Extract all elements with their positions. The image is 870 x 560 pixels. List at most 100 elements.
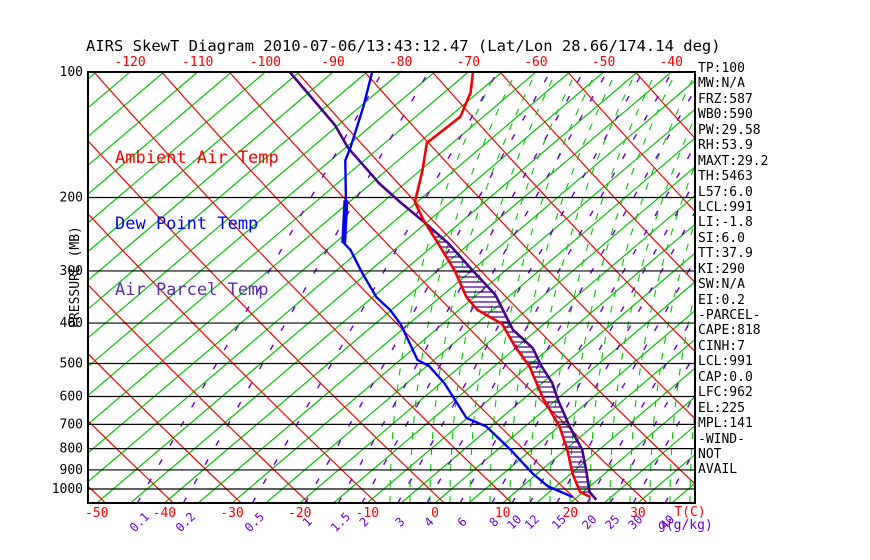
mixing-ratio-line: [529, 210, 695, 503]
stat-line: -WIND-: [698, 431, 745, 447]
isotherm-line: [333, 194, 695, 503]
pressure-tick: 200: [60, 191, 83, 206]
mixing-ratio-tick: 12: [522, 512, 542, 532]
mixing-ratio-line: [459, 88, 695, 503]
mixing-ratio-line: [182, 72, 429, 503]
temp-axis-label: T(C): [674, 505, 705, 520]
top-temp-tick: -100: [250, 55, 281, 70]
dry-adiabat-line: [88, 139, 445, 503]
pressure-tick: 100: [60, 65, 83, 80]
dry-adiabat-line: [88, 212, 377, 503]
mixing-ratio-line: [511, 179, 695, 503]
dry-adiabat-line: [431, 72, 695, 353]
stat-line: CINH:7: [698, 338, 745, 354]
mixing-ratio-line: [426, 72, 673, 503]
mixing-ratio-tick: 1.5: [328, 510, 353, 535]
mixing-ratio-line: [251, 72, 498, 503]
dry-adiabat-line: [0, 72, 38, 503]
stat-line: EI:0.2: [698, 292, 745, 308]
top-temp-tick: -70: [457, 55, 480, 70]
top-temp-tick: -120: [114, 55, 145, 70]
stat-line: SW:N/A: [698, 277, 745, 293]
isotherm-line: [96, 72, 604, 503]
stat-line: FRZ:587: [698, 91, 753, 107]
stat-line: AVAIL: [698, 462, 738, 478]
stat-line: MAXT:29.2: [698, 153, 769, 169]
isotherm-line: [88, 72, 402, 339]
mixing-ratio-tick: 0.1: [127, 510, 152, 535]
isotherm-line: [400, 252, 695, 503]
isotherm-line: [88, 72, 368, 310]
legend-air-parcel-temp: Air Parcel Temp: [115, 280, 269, 300]
stat-line: TP:100: [698, 61, 745, 76]
mixing-ratio-line: [556, 258, 695, 503]
dry-adiabat-line: [88, 283, 310, 503]
stat-line: LFC:962: [698, 385, 753, 401]
dew-point-thick-segment: [341, 200, 349, 244]
top-temp-tick: -60: [524, 55, 547, 70]
isotherm-line: [434, 281, 695, 503]
legend-dew-point-temp: Dew Point Temp: [115, 214, 259, 234]
isotherm-line: [468, 309, 695, 503]
mixing-ratio-tick: 3: [392, 515, 407, 530]
pressure-tick: 700: [60, 417, 83, 432]
stat-line: RH:53.9: [698, 138, 753, 154]
dry-adiabat-line: [296, 72, 695, 485]
stat-line: TT:37.9: [698, 246, 753, 262]
dry-adiabat-line: [635, 72, 695, 140]
stat-line: EL:225: [698, 400, 745, 416]
isotherm-line: [88, 72, 571, 483]
mixing-ratio-line: [304, 72, 551, 503]
dry-adiabat-line: [88, 420, 174, 503]
pressure-tick: 800: [60, 442, 83, 457]
isotherm-line: [130, 72, 638, 503]
isotherm-line: [569, 396, 695, 503]
isotherm-line: [88, 72, 334, 282]
stat-line: LI:-1.8: [698, 215, 753, 231]
stat-line: CAP:0.0: [698, 369, 753, 385]
isotherm-line: [88, 72, 537, 454]
isotherm-line: [88, 72, 199, 167]
stat-line: KI:290: [698, 261, 745, 277]
mixing-ratio-line: [491, 144, 695, 503]
moist-adiabat-line: [569, 72, 677, 503]
top-temp-tick: -110: [182, 55, 213, 70]
mixing-ratio-line: [136, 72, 383, 503]
stat-line: PW:29.58: [698, 122, 761, 138]
top-temp-tick: -50: [592, 55, 615, 70]
stat-line: MW:N/A: [698, 76, 745, 92]
stat-line: MPL:141: [698, 416, 753, 432]
bottom-temp-tick: 10: [495, 506, 511, 521]
bottom-temp-tick: -40: [153, 506, 176, 521]
pressure-axis-label: PRESSURE (MB): [68, 226, 83, 328]
top-temp-tick: -90: [321, 55, 344, 70]
mixing-axis-label: g(g/kg): [658, 518, 713, 533]
dry-adiabat-line: [93, 72, 513, 503]
bottom-temp-tick: -10: [356, 506, 379, 521]
isotherm-line: [88, 72, 503, 425]
mixing-ratio-tick: 25: [602, 512, 622, 532]
moist-adiabat-line: [549, 72, 657, 503]
bottom-temp-tick: 20: [562, 506, 578, 521]
stat-line: NOT: [698, 446, 722, 462]
mixing-ratio-tick: 20: [579, 512, 599, 532]
background-grid: [0, 72, 695, 503]
plot-frame: [87, 71, 696, 504]
stat-line: LCL:991: [698, 354, 753, 370]
dew-point-temp-curve: [342, 72, 574, 499]
stat-line: WB0:590: [698, 107, 753, 123]
top-temp-tick: -40: [660, 55, 683, 70]
isotherm-line: [299, 166, 695, 503]
sounding-curves: [288, 72, 598, 501]
isotherm-line: [88, 72, 435, 368]
pressure-tick: 600: [60, 389, 83, 404]
isotherm-line: [0, 72, 62, 503]
bottom-temp-tick: -50: [85, 506, 108, 521]
air-parcel-temp-curve: [288, 72, 598, 501]
mixing-ratio-tick: 6: [455, 515, 470, 530]
isotherm-line: [88, 72, 232, 195]
isotherm-line: [265, 137, 695, 503]
stat-line: CAPE:818: [698, 323, 761, 339]
